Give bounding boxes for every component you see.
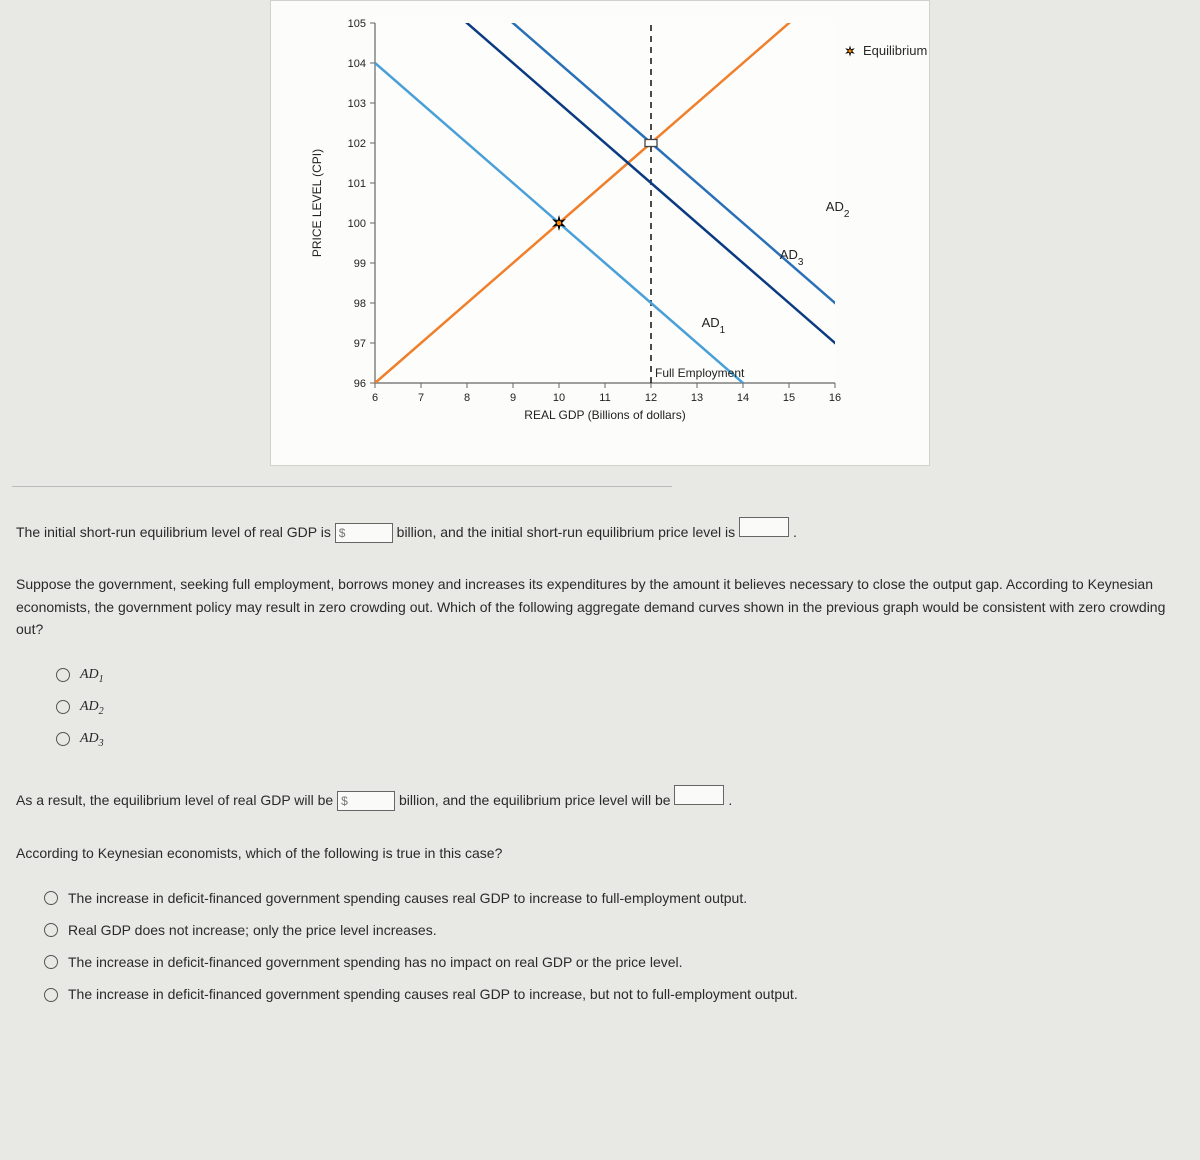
equilibrium-legend[interactable]: Equilibrium: [843, 43, 927, 58]
question-3: As a result, the equilibrium level of re…: [16, 785, 1184, 811]
q2-option-2[interactable]: AD2: [56, 691, 1184, 723]
q2-option-label: AD2: [80, 691, 104, 723]
q1-text-b: billion, and the initial short-run equil…: [397, 524, 739, 540]
q4-para: According to Keynesian economists, which…: [16, 842, 1184, 864]
q4-option-2[interactable]: Real GDP does not increase; only the pri…: [44, 914, 1184, 946]
q4-option-label: Real GDP does not increase; only the pri…: [68, 914, 437, 946]
equilibrium-label: Equilibrium: [863, 43, 927, 58]
q2-option-label: AD1: [80, 659, 104, 691]
svg-text:96: 96: [354, 378, 366, 390]
q2-para: Suppose the government, seeking full emp…: [16, 573, 1184, 640]
svg-text:99: 99: [354, 258, 366, 270]
radio-icon: [56, 668, 70, 682]
q3-text-b: billion, and the equilibrium price level…: [399, 792, 674, 808]
radio-icon: [56, 732, 70, 746]
radio-icon: [44, 891, 58, 905]
svg-text:Full Employment: Full Employment: [655, 366, 745, 380]
svg-text:PRICE LEVEL (CPI): PRICE LEVEL (CPI): [310, 149, 324, 257]
q3-text-c: .: [728, 792, 732, 808]
q4-option-label: The increase in deficit-financed governm…: [68, 946, 683, 978]
chart-area: 96 97 98 99 100 101 102 103 104 105 6 7 8 9 10 11 12 13 14…: [285, 15, 905, 435]
q4-option-4[interactable]: The increase in deficit-financed governm…: [44, 978, 1184, 1010]
svg-text:REAL GDP (Billions of dollars): REAL GDP (Billions of dollars): [524, 408, 685, 422]
q4-option-label: The increase in deficit-financed governm…: [68, 882, 747, 914]
q4-option-label: The increase in deficit-financed governm…: [68, 978, 798, 1010]
svg-text:13: 13: [691, 392, 703, 404]
chart-panel: 96 97 98 99 100 101 102 103 104 105 6 7 8 9 10 11 12 13 14…: [270, 0, 930, 466]
q4-option-3[interactable]: The increase in deficit-financed governm…: [44, 946, 1184, 978]
question-4: According to Keynesian economists, which…: [16, 842, 1184, 1011]
svg-text:101: 101: [348, 178, 366, 190]
svg-text:16: 16: [829, 392, 841, 404]
q1-text-c: .: [793, 524, 797, 540]
svg-text:12: 12: [645, 392, 657, 404]
svg-text:8: 8: [464, 392, 470, 404]
q4-options: The increase in deficit-financed governm…: [44, 882, 1184, 1011]
question-2: Suppose the government, seeking full emp…: [16, 573, 1184, 755]
q2-option-3[interactable]: AD3: [56, 723, 1184, 755]
q1-text-a: The initial short-run equilibrium level …: [16, 524, 335, 540]
equilibrium-icon: [843, 44, 857, 58]
question-1: The initial short-run equilibrium level …: [16, 517, 1184, 543]
svg-text:100: 100: [348, 218, 366, 230]
q1-input-gdp[interactable]: $: [335, 523, 393, 543]
panel-divider: [12, 486, 672, 487]
svg-text:102: 102: [348, 138, 366, 150]
q3-input-gdp[interactable]: $: [337, 791, 395, 811]
q1-input-price[interactable]: [739, 517, 789, 537]
radio-icon: [44, 955, 58, 969]
svg-text:98: 98: [354, 298, 366, 310]
radio-icon: [44, 988, 58, 1002]
svg-text:10: 10: [553, 392, 565, 404]
svg-text:103: 103: [348, 98, 366, 110]
svg-text:7: 7: [418, 392, 424, 404]
q2-option-1[interactable]: AD1: [56, 659, 1184, 691]
adas-chart[interactable]: 96 97 98 99 100 101 102 103 104 105 6 7 8 9 10 11 12 13 14…: [285, 15, 905, 435]
svg-text:11: 11: [599, 392, 610, 404]
q4-option-1[interactable]: The increase in deficit-financed governm…: [44, 882, 1184, 914]
svg-text:9: 9: [510, 392, 516, 404]
svg-text:105: 105: [348, 18, 366, 30]
q2-options: AD1AD2AD3: [56, 659, 1184, 756]
svg-text:104: 104: [348, 58, 366, 70]
q2-option-label: AD3: [80, 723, 104, 755]
svg-text:15: 15: [783, 392, 795, 404]
svg-text:14: 14: [737, 392, 749, 404]
svg-text:97: 97: [354, 338, 366, 350]
radio-icon: [56, 700, 70, 714]
q3-input-price[interactable]: [674, 785, 724, 805]
svg-text:6: 6: [372, 392, 378, 404]
q3-text-a: As a result, the equilibrium level of re…: [16, 792, 337, 808]
radio-icon: [44, 923, 58, 937]
